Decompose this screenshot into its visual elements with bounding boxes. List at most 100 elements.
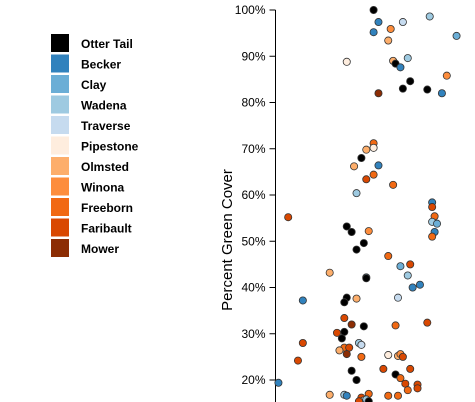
data-point [428,232,437,241]
data-point [359,239,368,248]
data-point [369,170,378,179]
data-point [398,84,407,93]
data-point [396,374,405,383]
data-point [347,320,356,329]
legend-label: Otter Tail [81,37,133,51]
data-point [406,364,415,373]
legend-label: Wadena [81,99,127,113]
data-point [442,71,451,80]
data-point [386,24,395,33]
legend-swatch [51,218,69,237]
data-point [389,180,398,189]
data-point [352,294,361,303]
legend-item: Wadena [51,95,127,114]
data-point [396,63,405,72]
data-point [352,375,361,384]
data-point [369,6,378,14]
y-tick-label: 30% [241,327,265,341]
data-point [340,298,349,307]
data-point [340,314,349,323]
data-point [342,391,351,400]
data-point [379,364,388,373]
data-point [284,213,293,222]
data-point [384,351,393,360]
legend-item: Traverse [51,116,131,134]
legend-swatch [51,95,69,114]
data-point [369,143,378,152]
legend-label: Pipestone [81,140,139,154]
data-point [364,397,373,402]
data-point [384,252,393,261]
legend-label: Faribault [81,222,132,236]
data-point [408,283,417,292]
data-point [274,378,283,387]
data-point [413,384,422,393]
data-point [423,318,432,327]
legend-label: Freeborn [81,201,133,215]
data-point [325,268,334,277]
legend-item: Winona [51,177,125,196]
data-point [362,145,371,154]
data-point [437,89,446,98]
data-point [359,322,368,331]
data-point [335,346,344,355]
data-point [347,227,356,236]
legend-label: Olmsted [81,160,129,174]
data-point [393,293,402,302]
data-point [403,271,412,280]
legend-item: Faribault [51,218,132,237]
legend-item: Clay [51,75,107,93]
legend-item: Mower [51,239,119,257]
data-point [362,274,371,283]
data-point [406,260,415,269]
data-point [374,161,383,170]
data-point [357,153,366,162]
legend-swatch [51,75,69,93]
legend-swatch [51,34,69,52]
data-point [357,340,366,349]
legend-swatch [51,136,69,155]
data-point [357,352,366,361]
legend-label: Mower [81,242,119,256]
data-point [406,77,415,86]
legend-label: Clay [81,78,107,92]
data-point [391,321,400,330]
data-point [354,397,363,402]
data-point [398,352,407,361]
y-tick-label: 70% [241,142,265,156]
legend-swatch [51,116,69,134]
y-ticks: 20% 30% 40% 50% 60% 70% 80% 90% 100% [235,3,276,387]
legend-swatch [51,157,69,175]
legend-swatch [51,198,69,216]
legend-item: Pipestone [51,136,139,155]
legend: Otter Tail Becker Clay Wadena Traverse Pipest… [51,34,139,257]
legend-label: Traverse [81,119,131,133]
y-tick-label: 90% [241,49,265,63]
legend-item: Olmsted [51,157,129,175]
data-point [403,386,412,395]
legend-swatch [51,177,69,196]
data-point [369,28,378,37]
data-point [425,12,434,21]
data-point [364,227,373,236]
legend-item: Otter Tail [51,34,133,52]
data-point [337,334,346,343]
data-point [347,366,356,375]
data-point [403,54,412,63]
data-point [293,356,302,365]
data-point [362,175,371,184]
data-point [342,222,351,231]
data-point [452,31,461,40]
data-point [298,296,307,305]
data-point [342,350,351,359]
data-point [352,189,361,198]
data-point [398,18,407,27]
legend-label: Winona [81,181,125,195]
data-point [433,219,442,228]
y-tick-label: 20% [241,373,265,387]
data-point [342,57,351,66]
data-point [350,162,359,171]
legend-swatch [51,239,69,257]
data-point [384,391,393,400]
